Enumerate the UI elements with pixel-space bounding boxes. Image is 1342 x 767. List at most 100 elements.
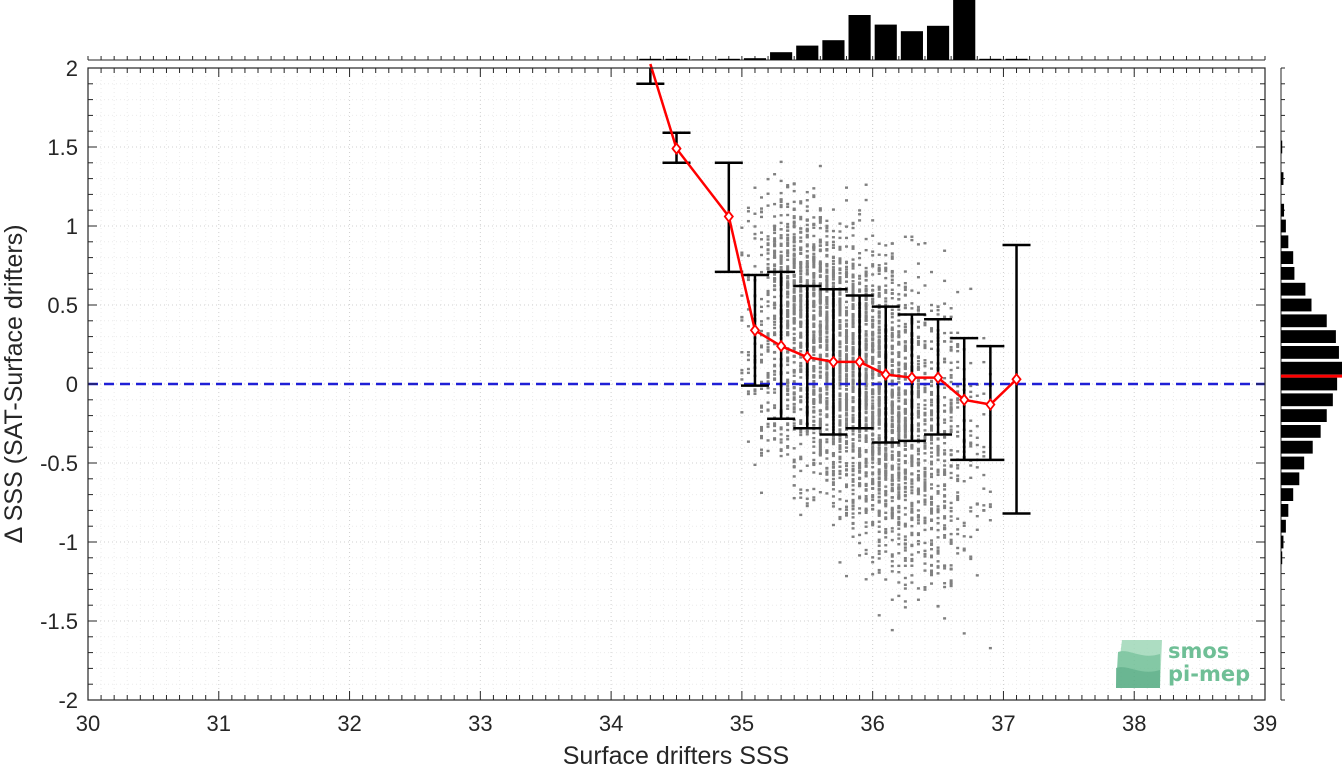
scatter-point: [746, 254, 750, 257]
scatter-point: [871, 219, 875, 222]
scatter-point: [786, 324, 790, 328]
scatter-point: [884, 297, 888, 300]
scatter-point: [864, 284, 868, 288]
scatter-point: [786, 293, 790, 296]
scatter-point: [838, 561, 842, 564]
scatter-point: [812, 487, 816, 491]
scatter-point: [786, 331, 790, 334]
scatter-point: [871, 273, 875, 276]
scatter-point: [943, 567, 947, 570]
scatter-point: [812, 462, 816, 466]
scatter-point: [962, 549, 966, 552]
scatter-point: [766, 291, 770, 294]
scatter-point: [864, 304, 868, 307]
scatter-point: [903, 600, 907, 603]
scatter-point: [838, 431, 842, 435]
scatter-point: [930, 555, 934, 559]
scatter-point: [851, 433, 855, 436]
scatter-point: [766, 374, 770, 377]
scatter-point: [792, 361, 796, 364]
scatter-point: [773, 363, 777, 367]
scatter-point: [890, 379, 894, 382]
scatter-point: [845, 387, 849, 391]
scatter-point: [773, 202, 777, 206]
scatter-point: [930, 510, 934, 513]
scatter-point: [773, 320, 777, 324]
scatter-point: [897, 407, 901, 411]
scatter-point: [838, 420, 842, 424]
scatter-point: [838, 428, 842, 431]
scatter-point: [825, 397, 829, 400]
scatter-point: [897, 468, 901, 471]
scatter-point: [923, 478, 927, 481]
scatter-point: [916, 522, 920, 525]
scatter-point: [786, 274, 790, 278]
scatter-point: [871, 284, 875, 287]
scatter-point: [818, 400, 822, 404]
scatter-point: [851, 363, 855, 367]
scatter-point: [890, 297, 894, 300]
scatter-point: [779, 260, 783, 264]
scatter-point: [831, 236, 835, 239]
scatter-point: [838, 257, 842, 260]
scatter-point: [812, 282, 816, 285]
scatter-point: [930, 424, 934, 427]
scatter-point: [884, 504, 888, 508]
scatter-point: [930, 270, 934, 274]
scatter-point: [871, 406, 875, 410]
scatter-point: [792, 332, 796, 336]
scatter-point: [877, 446, 881, 450]
scatter-point: [903, 513, 907, 516]
scatter-point: [871, 250, 875, 253]
scatter-point: [818, 444, 822, 447]
scatter-point: [930, 487, 934, 490]
scatter-point: [943, 452, 947, 455]
scatter-point: [825, 347, 829, 350]
scatter-point: [851, 527, 855, 530]
scatter-point: [799, 266, 803, 270]
scatter-point: [799, 513, 803, 517]
scatter-point: [851, 342, 855, 345]
scatter-point: [910, 489, 914, 492]
scatter-point: [871, 288, 875, 292]
scatter-point: [877, 335, 881, 339]
scatter-point: [838, 415, 842, 419]
scatter-point: [851, 478, 855, 481]
scatter-point: [845, 341, 849, 345]
right-hist-bar: [1281, 488, 1294, 501]
scatter-point: [838, 268, 842, 272]
scatter-point: [877, 319, 881, 323]
scatter-point: [818, 164, 822, 168]
scatter-point: [851, 418, 855, 422]
scatter-point: [799, 236, 803, 239]
scatter-point: [838, 371, 842, 375]
scatter-point: [851, 420, 855, 424]
scatter-point: [864, 406, 868, 409]
scatter-point: [943, 500, 947, 503]
scatter-point: [877, 293, 881, 297]
scatter-point: [988, 490, 992, 493]
scatter-point: [903, 423, 907, 426]
scatter-point: [786, 309, 790, 313]
scatter-point: [890, 242, 894, 245]
scatter-point: [871, 461, 875, 464]
scatter-point: [845, 354, 849, 357]
scatter-point: [877, 361, 881, 365]
scatter-point: [799, 428, 803, 431]
scatter-point: [818, 440, 822, 443]
scatter-point: [864, 307, 868, 311]
scatter-point: [805, 256, 809, 259]
scatter-point: [949, 568, 953, 571]
scatter-point: [792, 458, 796, 462]
scatter-point: [773, 252, 777, 255]
scatter-point: [845, 324, 849, 328]
scatter-point: [864, 398, 868, 401]
scatter-point: [890, 371, 894, 375]
scatter-point: [871, 422, 875, 425]
scatter-point: [890, 316, 894, 319]
scatter-point: [818, 450, 822, 454]
scatter-point: [988, 519, 992, 522]
scatter-point: [845, 423, 849, 427]
scatter-point: [825, 414, 829, 418]
scatter-point: [799, 320, 803, 323]
